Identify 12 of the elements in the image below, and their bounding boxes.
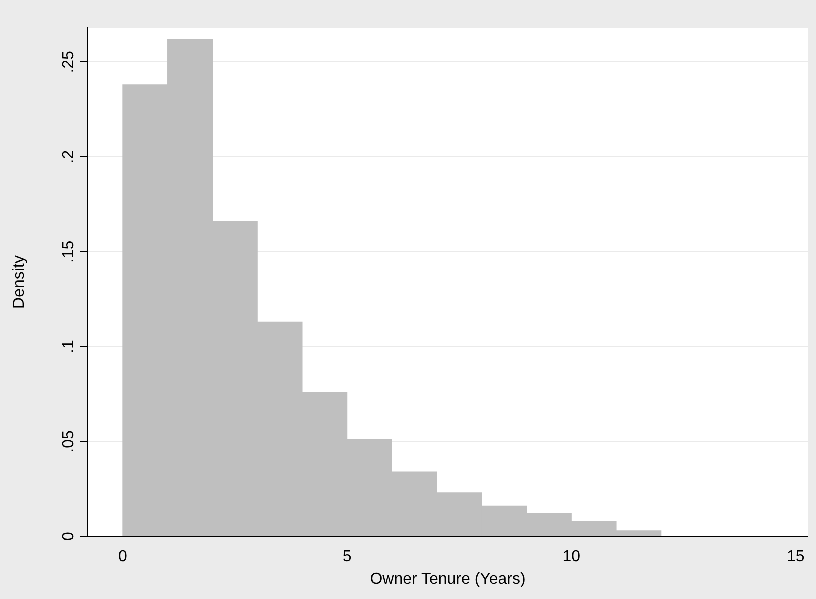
y-tick-label: .2 <box>60 150 78 164</box>
x-tick-label: 0 <box>118 548 128 566</box>
x-tick-label: 5 <box>342 548 352 566</box>
y-tick-label: .15 <box>60 240 78 264</box>
y-tick-label: .05 <box>60 430 78 453</box>
y-tick-label: .25 <box>60 50 78 74</box>
x-tick-label: 10 <box>562 548 581 566</box>
y-tick-label: .1 <box>60 340 78 354</box>
y-axis-title: Density <box>11 256 28 309</box>
x-tick-label: 15 <box>786 548 805 566</box>
y-tick-label: 0 <box>60 532 78 542</box>
x-axis-title: Owner Tenure (Years) <box>370 570 526 588</box>
